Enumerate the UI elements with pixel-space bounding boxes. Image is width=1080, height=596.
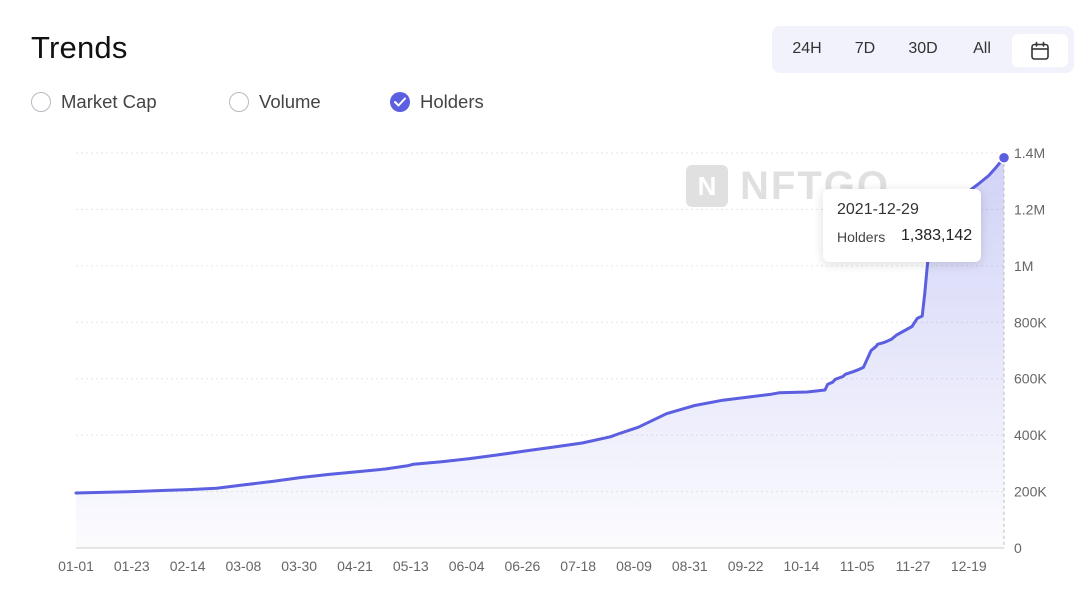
range-all-button[interactable]: All bbox=[973, 40, 991, 57]
x-tick-label: 12-19 bbox=[951, 558, 987, 574]
holders-chart: 0 200K 400K 600K 800K 1M 1.2M 1.4M 01-01 01-23 02… bbox=[58, 145, 1047, 574]
x-tick-label: 06-04 bbox=[449, 558, 485, 574]
x-tick-label: 03-08 bbox=[225, 558, 261, 574]
y-tick-label: 1.2M bbox=[1014, 201, 1045, 217]
market-cap-toggle[interactable]: Market Cap bbox=[31, 89, 157, 115]
x-tick-label: 10-14 bbox=[783, 558, 819, 574]
range-7d-button[interactable]: 7D bbox=[854, 40, 876, 57]
y-tick-label: 1M bbox=[1014, 258, 1033, 274]
time-range-selector: 24H 7D 30D All bbox=[772, 26, 1074, 73]
chart-tooltip: 2021-12-29 Holders 1,383,142 bbox=[823, 189, 981, 262]
x-tick-label: 01-23 bbox=[114, 558, 150, 574]
x-tick-label: 09-22 bbox=[728, 558, 764, 574]
x-tick-label: 06-26 bbox=[504, 558, 540, 574]
holders-toggle[interactable]: Holders bbox=[390, 89, 484, 115]
y-tick-label: 400K bbox=[1014, 427, 1047, 443]
x-tick-label: 08-09 bbox=[616, 558, 652, 574]
tooltip-value: 1,383,142 bbox=[901, 227, 973, 244]
watermark-mark: N bbox=[686, 165, 728, 207]
range-24h-button[interactable]: 24H bbox=[792, 40, 822, 57]
range-30d-button[interactable]: 30D bbox=[908, 40, 938, 57]
x-tick-label: 07-18 bbox=[560, 558, 596, 574]
holders-label: Holders bbox=[420, 91, 484, 112]
holders-line bbox=[74, 156, 1006, 495]
y-tick-label: 0 bbox=[1014, 540, 1022, 556]
radio-unchecked-icon bbox=[31, 92, 51, 112]
tooltip-series-label: Holders bbox=[837, 229, 886, 245]
volume-toggle[interactable]: Volume bbox=[229, 89, 321, 115]
x-tick-label: 08-31 bbox=[672, 558, 708, 574]
x-tick-label: 11-05 bbox=[840, 558, 875, 574]
market-cap-label: Market Cap bbox=[61, 91, 157, 112]
x-tick-label: 04-21 bbox=[337, 558, 373, 574]
x-tick-label: 05-13 bbox=[393, 558, 429, 574]
holders-area bbox=[76, 157, 1004, 549]
y-tick-label: 600K bbox=[1014, 371, 1047, 387]
x-tick-label: 01-01 bbox=[58, 558, 94, 574]
x-tick-label: 02-14 bbox=[170, 558, 206, 574]
y-tick-label: 1.4M bbox=[1014, 145, 1045, 161]
y-tick-label: 800K bbox=[1014, 314, 1047, 330]
hover-point-marker bbox=[997, 151, 1011, 165]
tooltip-date: 2021-12-29 bbox=[837, 201, 919, 218]
y-tick-label: 200K bbox=[1014, 484, 1047, 500]
x-tick-label: 11-27 bbox=[896, 558, 931, 574]
volume-label: Volume bbox=[259, 91, 321, 112]
x-tick-label: 03-30 bbox=[281, 558, 317, 574]
calendar-button[interactable] bbox=[1012, 34, 1068, 67]
page-title: Trends bbox=[31, 30, 128, 65]
radio-unchecked-icon bbox=[229, 92, 249, 112]
calendar-icon bbox=[1031, 41, 1049, 60]
radio-checked-icon bbox=[390, 92, 410, 112]
